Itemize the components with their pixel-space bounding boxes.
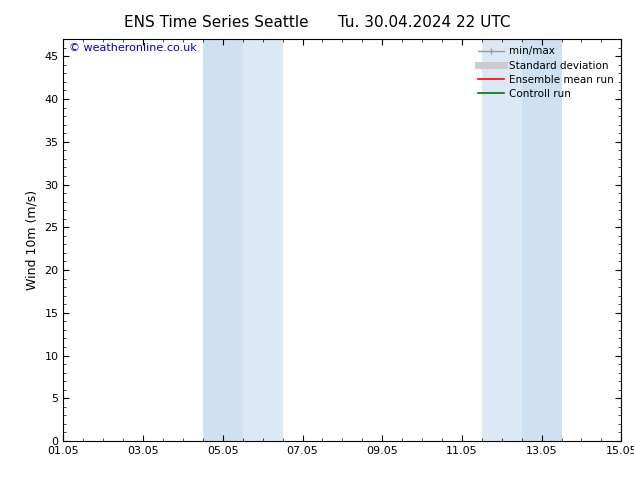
Bar: [522, 39, 562, 441]
Bar: [243, 39, 283, 441]
Bar: [203, 39, 243, 441]
Text: © weatheronline.co.uk: © weatheronline.co.uk: [69, 43, 197, 53]
Y-axis label: Wind 10m (m/s): Wind 10m (m/s): [26, 190, 39, 290]
Legend: min/max, Standard deviation, Ensemble mean run, Controll run: min/max, Standard deviation, Ensemble me…: [474, 42, 618, 103]
Bar: [482, 39, 522, 441]
Bar: [203, 39, 243, 441]
Text: ENS Time Series Seattle      Tu. 30.04.2024 22 UTC: ENS Time Series Seattle Tu. 30.04.2024 2…: [124, 15, 510, 30]
Bar: [522, 39, 562, 441]
